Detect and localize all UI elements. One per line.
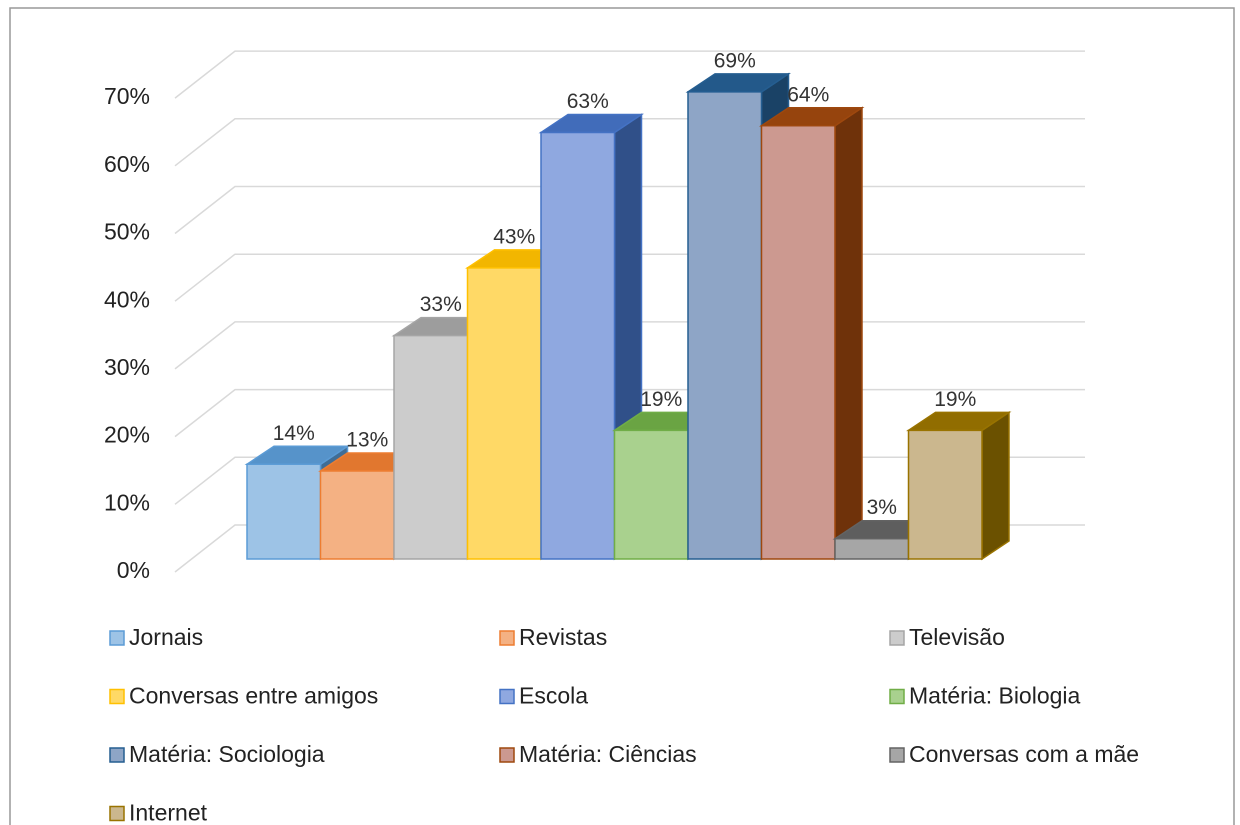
legend-label: Jornais xyxy=(129,624,203,650)
legend-label: Conversas com a mãe xyxy=(909,741,1139,767)
legend-label: Revistas xyxy=(519,624,607,650)
data-label: 64% xyxy=(787,83,829,106)
bar-front xyxy=(466,267,542,560)
bar-front xyxy=(760,124,836,560)
frame xyxy=(9,7,1235,825)
bar-side xyxy=(981,410,1010,561)
y-tick-label: 10% xyxy=(104,489,150,515)
legend-swatch xyxy=(109,805,125,822)
data-label: 13% xyxy=(346,429,388,452)
legend-label: Matéria: Sociologia xyxy=(129,741,325,767)
data-label: 14% xyxy=(273,422,315,445)
y-tick-label: 40% xyxy=(104,286,150,312)
y-tick-label: 70% xyxy=(104,83,150,109)
data-label: 33% xyxy=(420,293,462,316)
bar-front xyxy=(393,334,469,560)
legend-label: Conversas entre amigos xyxy=(129,683,378,709)
legend-swatch xyxy=(889,630,905,646)
legend-swatch xyxy=(109,688,125,705)
legend-swatch xyxy=(499,688,515,705)
bar xyxy=(759,106,865,561)
legend-swatch xyxy=(889,688,905,705)
data-label: 3% xyxy=(867,496,897,519)
legend-label: Matéria: Ciências xyxy=(519,741,697,767)
bar-front xyxy=(907,429,983,560)
y-tick-label: 20% xyxy=(104,422,150,448)
y-tick-label: 30% xyxy=(104,354,150,380)
y-tick-label: 50% xyxy=(104,219,150,245)
bar-front xyxy=(834,537,910,560)
data-label: 19% xyxy=(934,388,976,411)
bar-front xyxy=(687,91,763,560)
bar-front xyxy=(246,463,322,560)
y-tick-label: 60% xyxy=(104,151,150,177)
data-label: 63% xyxy=(567,90,609,113)
data-label: 69% xyxy=(714,49,756,72)
legend-label: Televisão xyxy=(909,624,1005,650)
bar xyxy=(906,410,1012,561)
bar-front xyxy=(613,429,689,560)
legend-swatch xyxy=(109,747,125,763)
legend-swatch xyxy=(109,630,125,646)
bar-side xyxy=(834,106,863,561)
data-label: 19% xyxy=(640,388,682,411)
legend-label: Matéria: Biologia xyxy=(909,683,1081,709)
y-tick-label: 0% xyxy=(117,557,150,583)
bar-front xyxy=(540,131,616,560)
data-label: 43% xyxy=(493,225,535,248)
legend-swatch xyxy=(499,747,515,763)
legend-label: Escola xyxy=(519,683,588,709)
bar-front xyxy=(319,470,395,560)
legend-swatch xyxy=(499,630,515,646)
grid-line xyxy=(174,50,1085,99)
legend-swatch xyxy=(889,747,905,763)
legend-label: Internet xyxy=(129,800,208,825)
